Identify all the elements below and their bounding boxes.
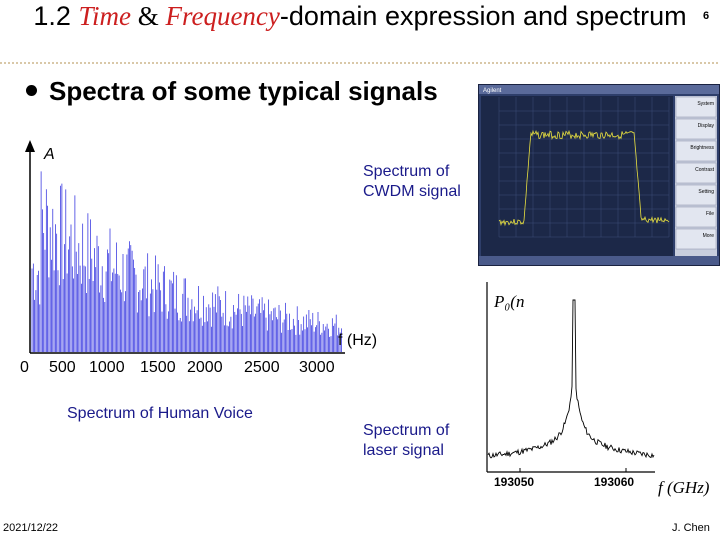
title-amp: & [130,1,166,31]
analyzer-menu-label: Contrast [695,167,715,173]
spectrum-analyzer-screenshot: Agilent System Display Brightness Contrast S… [478,84,720,266]
voice-y-label: A [44,146,55,163]
voice-caption: Spectrum of Human Voice [67,405,253,422]
page-number: 6 [703,10,710,22]
laser-tick: 193050 [494,475,535,489]
analyzer-menu-button [675,140,717,162]
title-rest: -domain expression and spectrum [279,1,687,31]
bullet-dot [26,84,37,96]
analyzer-menu-button [675,96,717,118]
voice-tick: 500 [49,359,76,376]
analyzer-menu: System Display Brightness Contrast Setting Fi… [675,96,717,250]
voice-x-label: f (Hz) [338,332,378,349]
laser-y-label: P₀(n [494,292,525,311]
voice-axes [25,140,345,354]
footer-author: J. Chen [672,522,710,534]
analyzer-menu-label: File [706,211,714,217]
analyzer-screen: Agilent SystemDisplayBrightnessContrastS… [479,85,719,265]
bullet-heading: Spectra of some typical signals [26,76,438,106]
footer-date: 2021/12/22 [3,522,59,534]
voice-y-arrow [25,140,35,152]
analyzer-statusbar [479,256,719,265]
laser-trace [487,299,655,459]
voice-tick: 2500 [244,359,280,376]
voice-tick-labels: 0 500 1000 1500 2000 2500 3000 [20,359,360,379]
analyzer-brand: Agilent [483,88,502,94]
analyzer-menu-button [675,184,717,206]
voice-spectrum-series [31,171,342,352]
analyzer-menu-label: Display [698,123,715,129]
analyzer-menu-label: Brightness [690,145,714,151]
voice-tick: 1500 [140,359,176,376]
analyzer-menu-button [675,162,717,184]
analyzer-menu-label: More [703,233,715,239]
analyzer-menu-label: System [697,101,714,107]
laser-x-label: f (GHz) [658,478,710,497]
title-prefix: 1.2 [33,1,79,31]
title-divider [0,62,720,64]
title-frequency: Frequency [165,1,280,31]
title-time: Time [78,1,131,31]
slide-title: 1.2 Time & Frequency-domain expression a… [0,0,720,66]
analyzer-menu-button [675,206,717,228]
laser-caption: Spectrum of laser signal [363,422,450,459]
analyzer-menu-button [675,228,717,250]
voice-tick: 0 [20,359,29,376]
analyzer-grid [498,97,670,238]
voice-tick: 3000 [299,359,335,376]
laser-tick: 193060 [594,475,635,489]
analyzer-topbar [479,85,719,94]
analyzer-menu-button [675,118,717,140]
analyzer-menu-label: Setting [698,189,714,195]
voice-tick: 2000 [187,359,223,376]
cwdm-trace [498,129,670,227]
voice-tick: 1000 [89,359,125,376]
analyzer-plot-bg [481,96,673,256]
cwdm-caption: Spectrum of CWDM signal [363,163,461,200]
bullet-text: Spectra of some typical signals [49,76,438,106]
